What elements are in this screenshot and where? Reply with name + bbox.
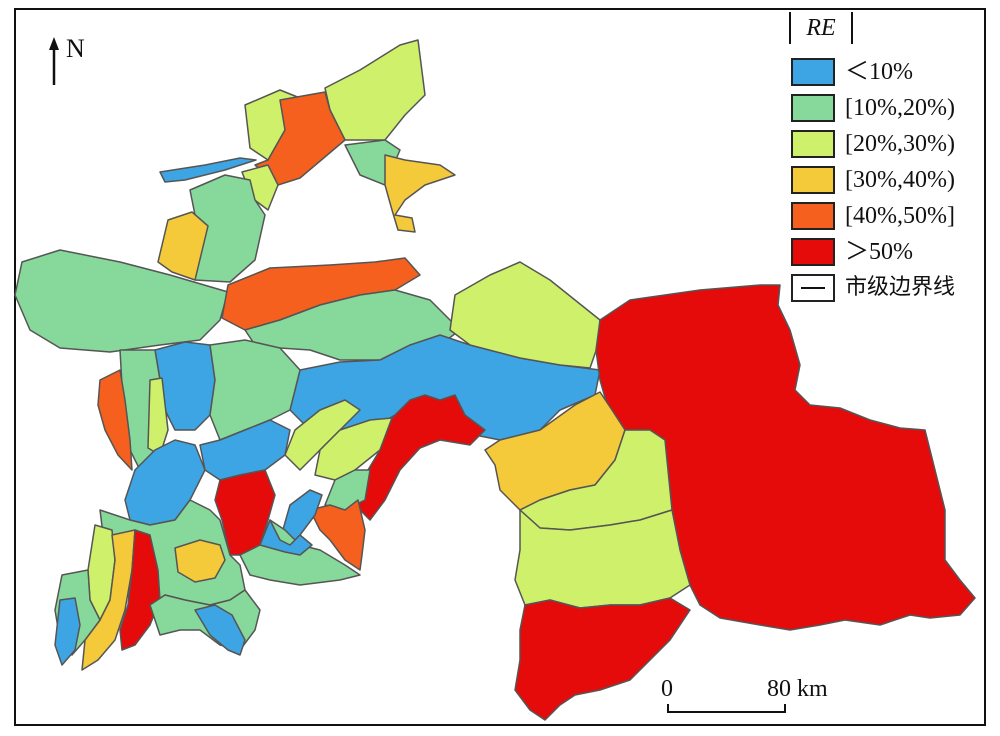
scale-start-label: 0 — [661, 676, 673, 702]
region-west-orange-thin — [97, 369, 133, 471]
region-center-blue-mid — [259, 519, 313, 556]
legend-item-boundary: 市级边界线 — [789, 272, 985, 306]
legend-label: ＜10% — [845, 59, 913, 85]
legend-swatch — [791, 238, 835, 266]
region-cw-yellow — [157, 211, 209, 281]
legend-swatch — [791, 202, 835, 230]
region-sw-red — [119, 529, 161, 651]
legend-swatch — [791, 166, 835, 194]
region-south-blue-low — [194, 604, 246, 656]
legend-label: [30%,40%) — [845, 167, 955, 193]
region-north-strip — [159, 157, 257, 183]
scale-bar — [667, 704, 786, 713]
legend-label: [40%,50%] — [845, 203, 955, 229]
region-west-lime-thin — [147, 377, 169, 456]
legend-label-boundary: 市级边界线 — [845, 275, 956, 300]
legend-item: [10%,20%) — [789, 92, 985, 126]
scale-end-label: 80 km — [767, 676, 828, 702]
legend-label: [10%,20%) — [845, 95, 955, 121]
north-arrow-icon — [49, 37, 59, 85]
boundary-line-icon — [791, 274, 835, 302]
region-sw-blue-2 — [199, 419, 291, 481]
region-west-green-2 — [209, 339, 301, 441]
region-west-big — [14, 249, 229, 353]
region-north-yellow — [384, 154, 456, 233]
region-sw-blue-far — [54, 597, 81, 666]
legend-item: ＞50% — [789, 236, 985, 270]
legend-swatch — [791, 130, 835, 158]
legend-swatch — [791, 58, 835, 86]
legend-label: [20%,30%) — [845, 131, 955, 157]
legend-title: RE — [789, 12, 853, 44]
legend-item: ＜10% — [789, 56, 985, 90]
region-south-red — [514, 597, 691, 721]
legend-swatch — [791, 94, 835, 122]
region-sw-yellow-small — [174, 539, 226, 583]
legend-label: ＞50% — [845, 239, 913, 265]
north-label: N — [66, 34, 85, 63]
legend-item: [30%,40%) — [789, 164, 985, 198]
legend-item: [40%,50%] — [789, 200, 985, 234]
region-north-orange — [254, 91, 346, 186]
region-north-top — [324, 39, 426, 141]
region-center-orange-2 — [309, 499, 366, 571]
legend-item: [20%,30%) — [789, 128, 985, 162]
